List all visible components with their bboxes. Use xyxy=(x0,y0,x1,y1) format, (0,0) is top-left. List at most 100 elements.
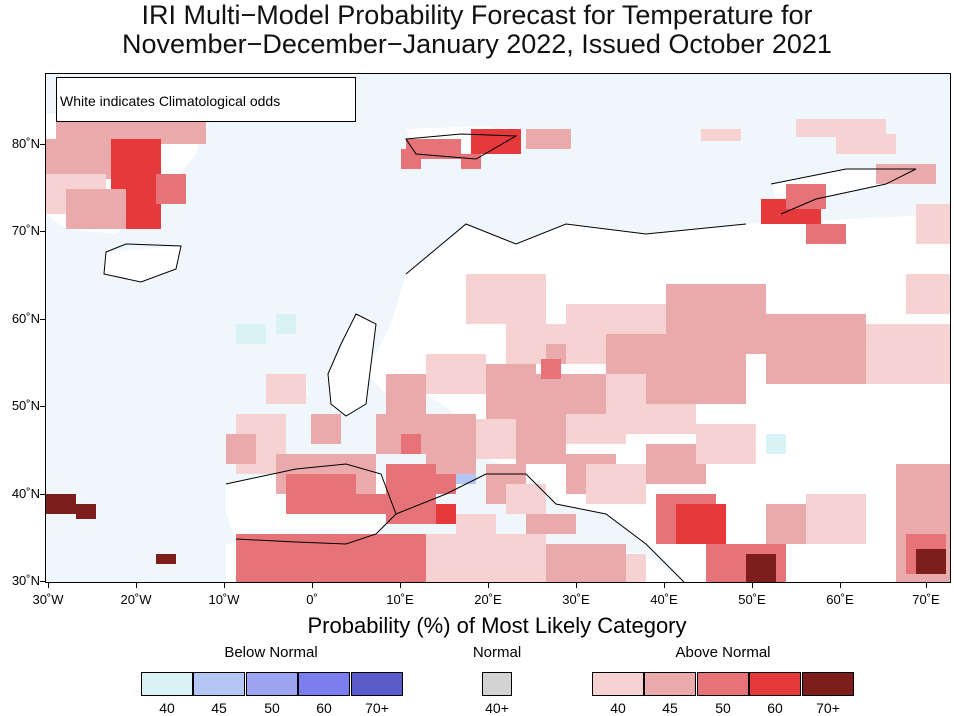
above-60-swatch xyxy=(749,672,801,696)
lon-label: 30˚W xyxy=(32,592,64,607)
lat-tick xyxy=(40,144,45,145)
probability-cell xyxy=(916,204,950,244)
probability-cell xyxy=(246,544,326,582)
above-45-swatch xyxy=(644,672,696,696)
lon-label: 10˚E xyxy=(386,592,414,607)
probability-cell xyxy=(701,129,741,141)
lat-tick xyxy=(40,406,45,407)
legend-label: 50 xyxy=(264,700,280,716)
above-50-swatch xyxy=(697,672,749,696)
lon-tick xyxy=(664,583,665,588)
above-normal-title: Above Normal xyxy=(675,644,771,661)
lat-label: 50˚N xyxy=(11,398,40,413)
probability-cell xyxy=(676,504,726,544)
lon-tick xyxy=(48,583,49,588)
lon-label: 70˚E xyxy=(912,592,940,607)
probability-cell xyxy=(156,174,186,204)
forecast-map-canvas xyxy=(46,74,950,582)
probability-cell xyxy=(236,324,266,344)
probability-cell xyxy=(766,314,866,384)
legend-label: 60 xyxy=(767,700,783,716)
lat-label: 70˚N xyxy=(11,223,40,238)
lon-label: 30˚E xyxy=(562,592,590,607)
lon-label: 0˚ xyxy=(306,592,318,607)
lon-tick xyxy=(576,583,577,588)
climatology-note: White indicates Climatological odds xyxy=(56,77,356,122)
lon-label: 20˚E xyxy=(474,592,502,607)
coastline xyxy=(770,168,917,215)
probability-cell xyxy=(76,504,96,519)
probability-cell xyxy=(436,504,456,524)
lon-label: 10˚W xyxy=(208,592,240,607)
lon-tick xyxy=(752,583,753,588)
legend-label: 70+ xyxy=(816,700,840,716)
lon-tick xyxy=(926,583,927,588)
probability-axis-label: Probability (%) of Most Likely Category xyxy=(307,613,687,638)
legend-label: 50 xyxy=(715,700,731,716)
coastline xyxy=(395,473,685,582)
lon-label: 40˚E xyxy=(650,592,678,607)
legend-label: 45 xyxy=(662,700,678,716)
probability-cell xyxy=(461,154,481,169)
probability-cell xyxy=(326,494,386,514)
probability-cell xyxy=(426,474,456,494)
probability-cell xyxy=(546,544,626,582)
probability-cell xyxy=(766,434,786,454)
probability-cell xyxy=(566,414,626,444)
probability-cell xyxy=(746,554,776,582)
probability-cell xyxy=(266,374,306,404)
probability-cell xyxy=(471,129,521,154)
normal-title: Normal xyxy=(472,644,522,661)
land-area xyxy=(104,246,181,282)
above-70-swatch xyxy=(802,672,854,696)
legend-label: 40+ xyxy=(485,700,509,716)
lat-tick xyxy=(40,231,45,232)
lon-tick xyxy=(224,583,225,588)
legend-label: 40 xyxy=(610,700,626,716)
probability-cell xyxy=(456,474,476,484)
probability-cell xyxy=(276,314,296,334)
probability-cell xyxy=(806,224,846,244)
probability-cell xyxy=(226,434,256,464)
forecast-map: White indicates Climatological odds xyxy=(45,73,951,583)
below-normal-title: Below Normal xyxy=(224,644,318,661)
probability-cell xyxy=(526,514,576,534)
probability-cell xyxy=(916,549,946,574)
probability-cell xyxy=(906,274,950,314)
probability-cell xyxy=(506,484,546,514)
legend-label: 70+ xyxy=(365,700,389,716)
lat-label: 60˚N xyxy=(11,311,40,326)
coastline xyxy=(327,313,377,417)
probability-cell xyxy=(66,189,126,229)
probability-cell xyxy=(401,434,421,454)
lon-tick xyxy=(312,583,313,588)
map-title-line-1: IRI Multi−Model Probability Forecast for… xyxy=(141,0,813,30)
probability-cell xyxy=(806,494,866,544)
probability-cell xyxy=(486,364,536,424)
below-70-swatch xyxy=(351,672,403,696)
lon-label: 60˚E xyxy=(826,592,854,607)
probability-cell xyxy=(516,424,566,464)
land-area xyxy=(328,314,376,416)
lat-tick xyxy=(40,319,45,320)
coastline xyxy=(405,223,747,275)
legend-label: 40 xyxy=(159,700,175,716)
below-45-swatch xyxy=(193,672,245,696)
lat-label: 80˚N xyxy=(11,136,40,151)
map-title-line-2: November−December−January 2022, Issued O… xyxy=(122,29,832,59)
probability-cell xyxy=(386,374,426,414)
probability-cell xyxy=(156,554,176,564)
legend-label: 45 xyxy=(211,700,227,716)
below-40-swatch xyxy=(141,672,193,696)
lat-label: 30˚N xyxy=(11,573,40,588)
lon-label: 20˚W xyxy=(120,592,152,607)
below-50-swatch xyxy=(246,672,298,696)
lon-tick xyxy=(136,583,137,588)
probability-cell xyxy=(401,149,421,169)
coastline xyxy=(103,243,182,283)
probability-cell xyxy=(786,184,826,209)
probability-cell xyxy=(541,359,561,379)
legend-label: 60 xyxy=(316,700,332,716)
probability-cell xyxy=(626,404,696,434)
probability-cell xyxy=(426,354,486,394)
